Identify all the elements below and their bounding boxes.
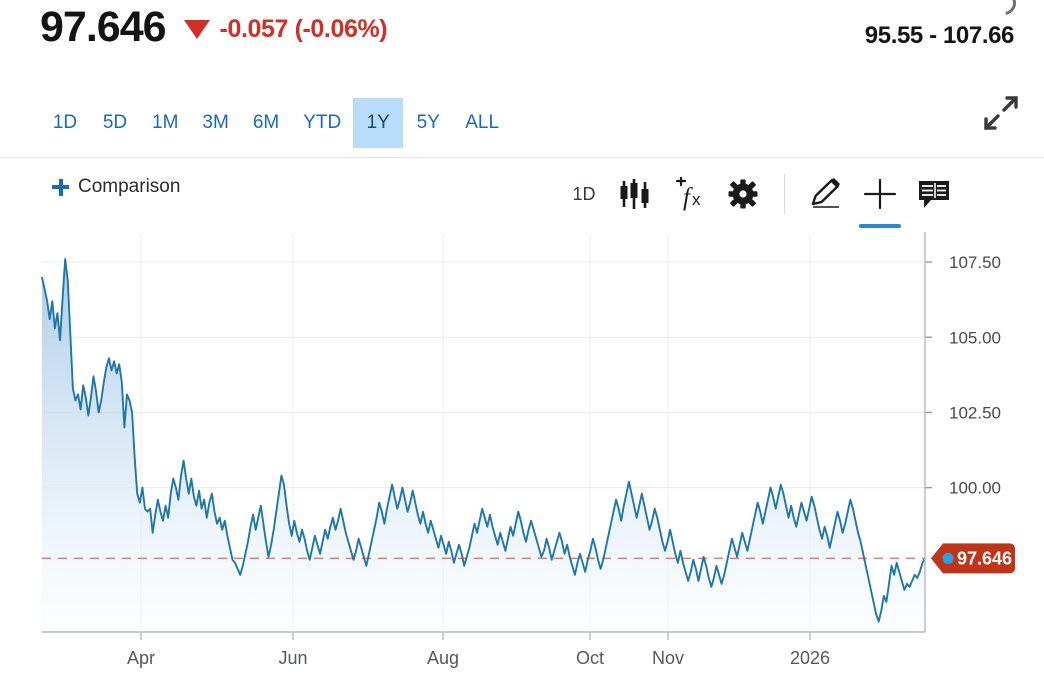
- range-tab-6m[interactable]: 6M: [252, 112, 280, 133]
- range-tab-3m[interactable]: 3M: [202, 112, 229, 133]
- range-tab-1d[interactable]: 1D: [52, 112, 78, 133]
- comparison-label: Comparison: [78, 176, 181, 197]
- svg-text:97.646: 97.646: [957, 548, 1012, 568]
- svg-text:102.50: 102.50: [949, 403, 1001, 422]
- range-tab-5y[interactable]: 5Y: [416, 112, 440, 133]
- svg-text:2026: 2026: [790, 648, 830, 668]
- price-chart[interactable]: 107.50 105.00 102.50 100.00 Apr Jun Aug Oct Nov 2…: [0, 228, 1044, 680]
- svg-text:f: f: [683, 184, 693, 211]
- quote-price: 97.646: [40, 3, 167, 51]
- crosshair-active-indicator: [859, 224, 901, 228]
- add-comparison-button[interactable]: Comparison: [52, 176, 180, 198]
- quote-summary: 97.646 -0.057 (-0.06%): [40, 3, 388, 51]
- chart-toolbar: Comparison 1D f x: [0, 160, 1044, 230]
- candlestick-chart-icon[interactable]: [608, 172, 662, 216]
- svg-text:Apr: Apr: [127, 648, 155, 668]
- crosshair-icon[interactable]: [853, 172, 907, 228]
- svg-text:Nov: Nov: [652, 648, 684, 668]
- plus-icon: [52, 178, 69, 196]
- comment-annotation-icon[interactable]: [907, 172, 961, 216]
- gear-icon[interactable]: [716, 172, 770, 216]
- range-tab-bar: 1D 5D 1M 3M 6M YTD 1Y 5Y ALL: [0, 88, 1044, 158]
- svg-text:107.50: 107.50: [949, 253, 1001, 272]
- svg-text:100.00: 100.00: [949, 479, 1001, 498]
- chart-axes: 107.50 105.00 102.50 100.00 Apr Jun Aug Oct Nov 2…: [42, 232, 1001, 668]
- svg-text:105.00: 105.00: [949, 328, 1001, 347]
- quote-change-group: -0.057 (-0.06%): [183, 15, 388, 44]
- svg-text:x: x: [692, 190, 701, 209]
- partial-glyph-icon: [987, 0, 1021, 20]
- range-tab-all[interactable]: ALL: [465, 112, 500, 133]
- current-price-tag: 97.646: [931, 543, 1015, 574]
- chart-canvas[interactable]: 107.50 105.00 102.50 100.00 Apr Jun Aug Oct Nov 2…: [0, 228, 1044, 680]
- add-indicator-fx-icon[interactable]: f x: [662, 172, 716, 216]
- range-tab-5d[interactable]: 5D: [102, 112, 128, 133]
- toolbar-separator: [784, 174, 785, 214]
- expand-arrows-icon[interactable]: [980, 92, 1022, 134]
- svg-text:Jun: Jun: [278, 648, 307, 668]
- quote-change: -0.057 (-0.06%): [219, 15, 388, 43]
- day-range: 95.55 - 107.66: [864, 22, 1015, 49]
- chart-tools-left: 1D f x: [560, 172, 961, 228]
- quote-header: 97.646 -0.057 (-0.06%) 95.55 - 107.66: [0, 0, 1044, 88]
- range-tab-1m[interactable]: 1M: [152, 112, 179, 133]
- triangle-down-icon: [183, 20, 210, 39]
- svg-text:Oct: Oct: [576, 648, 604, 668]
- svg-text:Aug: Aug: [427, 648, 459, 668]
- range-tab-1y[interactable]: 1Y: [353, 98, 404, 148]
- interval-button[interactable]: 1D: [572, 183, 596, 204]
- pencil-draw-icon[interactable]: [799, 172, 853, 216]
- chart-line: [41, 258, 926, 623]
- range-tabs: 1D 5D 1M 3M 6M YTD 1Y 5Y ALL: [40, 98, 511, 148]
- chart-area-fill: [42, 259, 925, 632]
- range-tab-ytd[interactable]: YTD: [303, 112, 342, 133]
